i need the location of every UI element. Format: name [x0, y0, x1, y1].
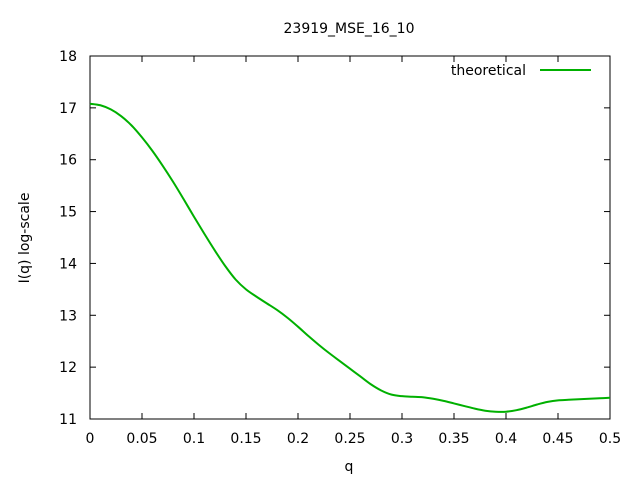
y-tick-label: 11 [59, 412, 77, 428]
x-tick-label: 0.45 [542, 431, 573, 447]
x-tick-label: 0.35 [438, 431, 469, 447]
y-axis-label: I(q) log-scale [17, 193, 33, 284]
y-tick-label: 16 [59, 153, 77, 169]
y-tick-label: 17 [59, 101, 77, 117]
x-tick-label: 0.1 [183, 431, 205, 447]
y-tick-label: 14 [59, 256, 77, 272]
x-tick-label: 0.15 [230, 431, 261, 447]
x-tick-label: 0.2 [287, 431, 309, 447]
x-tick-label: 0.4 [495, 431, 517, 447]
x-tick-label: 0 [86, 431, 95, 447]
series-layer [89, 102, 611, 413]
y-tick-label: 15 [59, 205, 77, 221]
y-tick-label: 18 [59, 49, 77, 65]
legend-label-theoretical: theoretical [451, 63, 526, 79]
x-tick-label: 0.25 [334, 431, 365, 447]
series-line-theoretical [89, 102, 611, 413]
x-axis-label: q [345, 459, 354, 475]
legend: theoretical [451, 63, 591, 79]
y-tick-label: 12 [59, 360, 77, 376]
axis-ticks: 0 0.05 0.1 0.15 0.2 0.25 0.3 0.35 0.4 0.45 0.5 11 12… [59, 49, 621, 447]
x-tick-label: 0.5 [599, 431, 621, 447]
plot-frame [89, 55, 611, 420]
x-tick-label: 0.3 [391, 431, 413, 447]
y-tick-label: 13 [59, 308, 77, 324]
x-tick-label: 0.05 [126, 431, 157, 447]
chart-title: 23919_MSE_16_10 [284, 21, 415, 37]
